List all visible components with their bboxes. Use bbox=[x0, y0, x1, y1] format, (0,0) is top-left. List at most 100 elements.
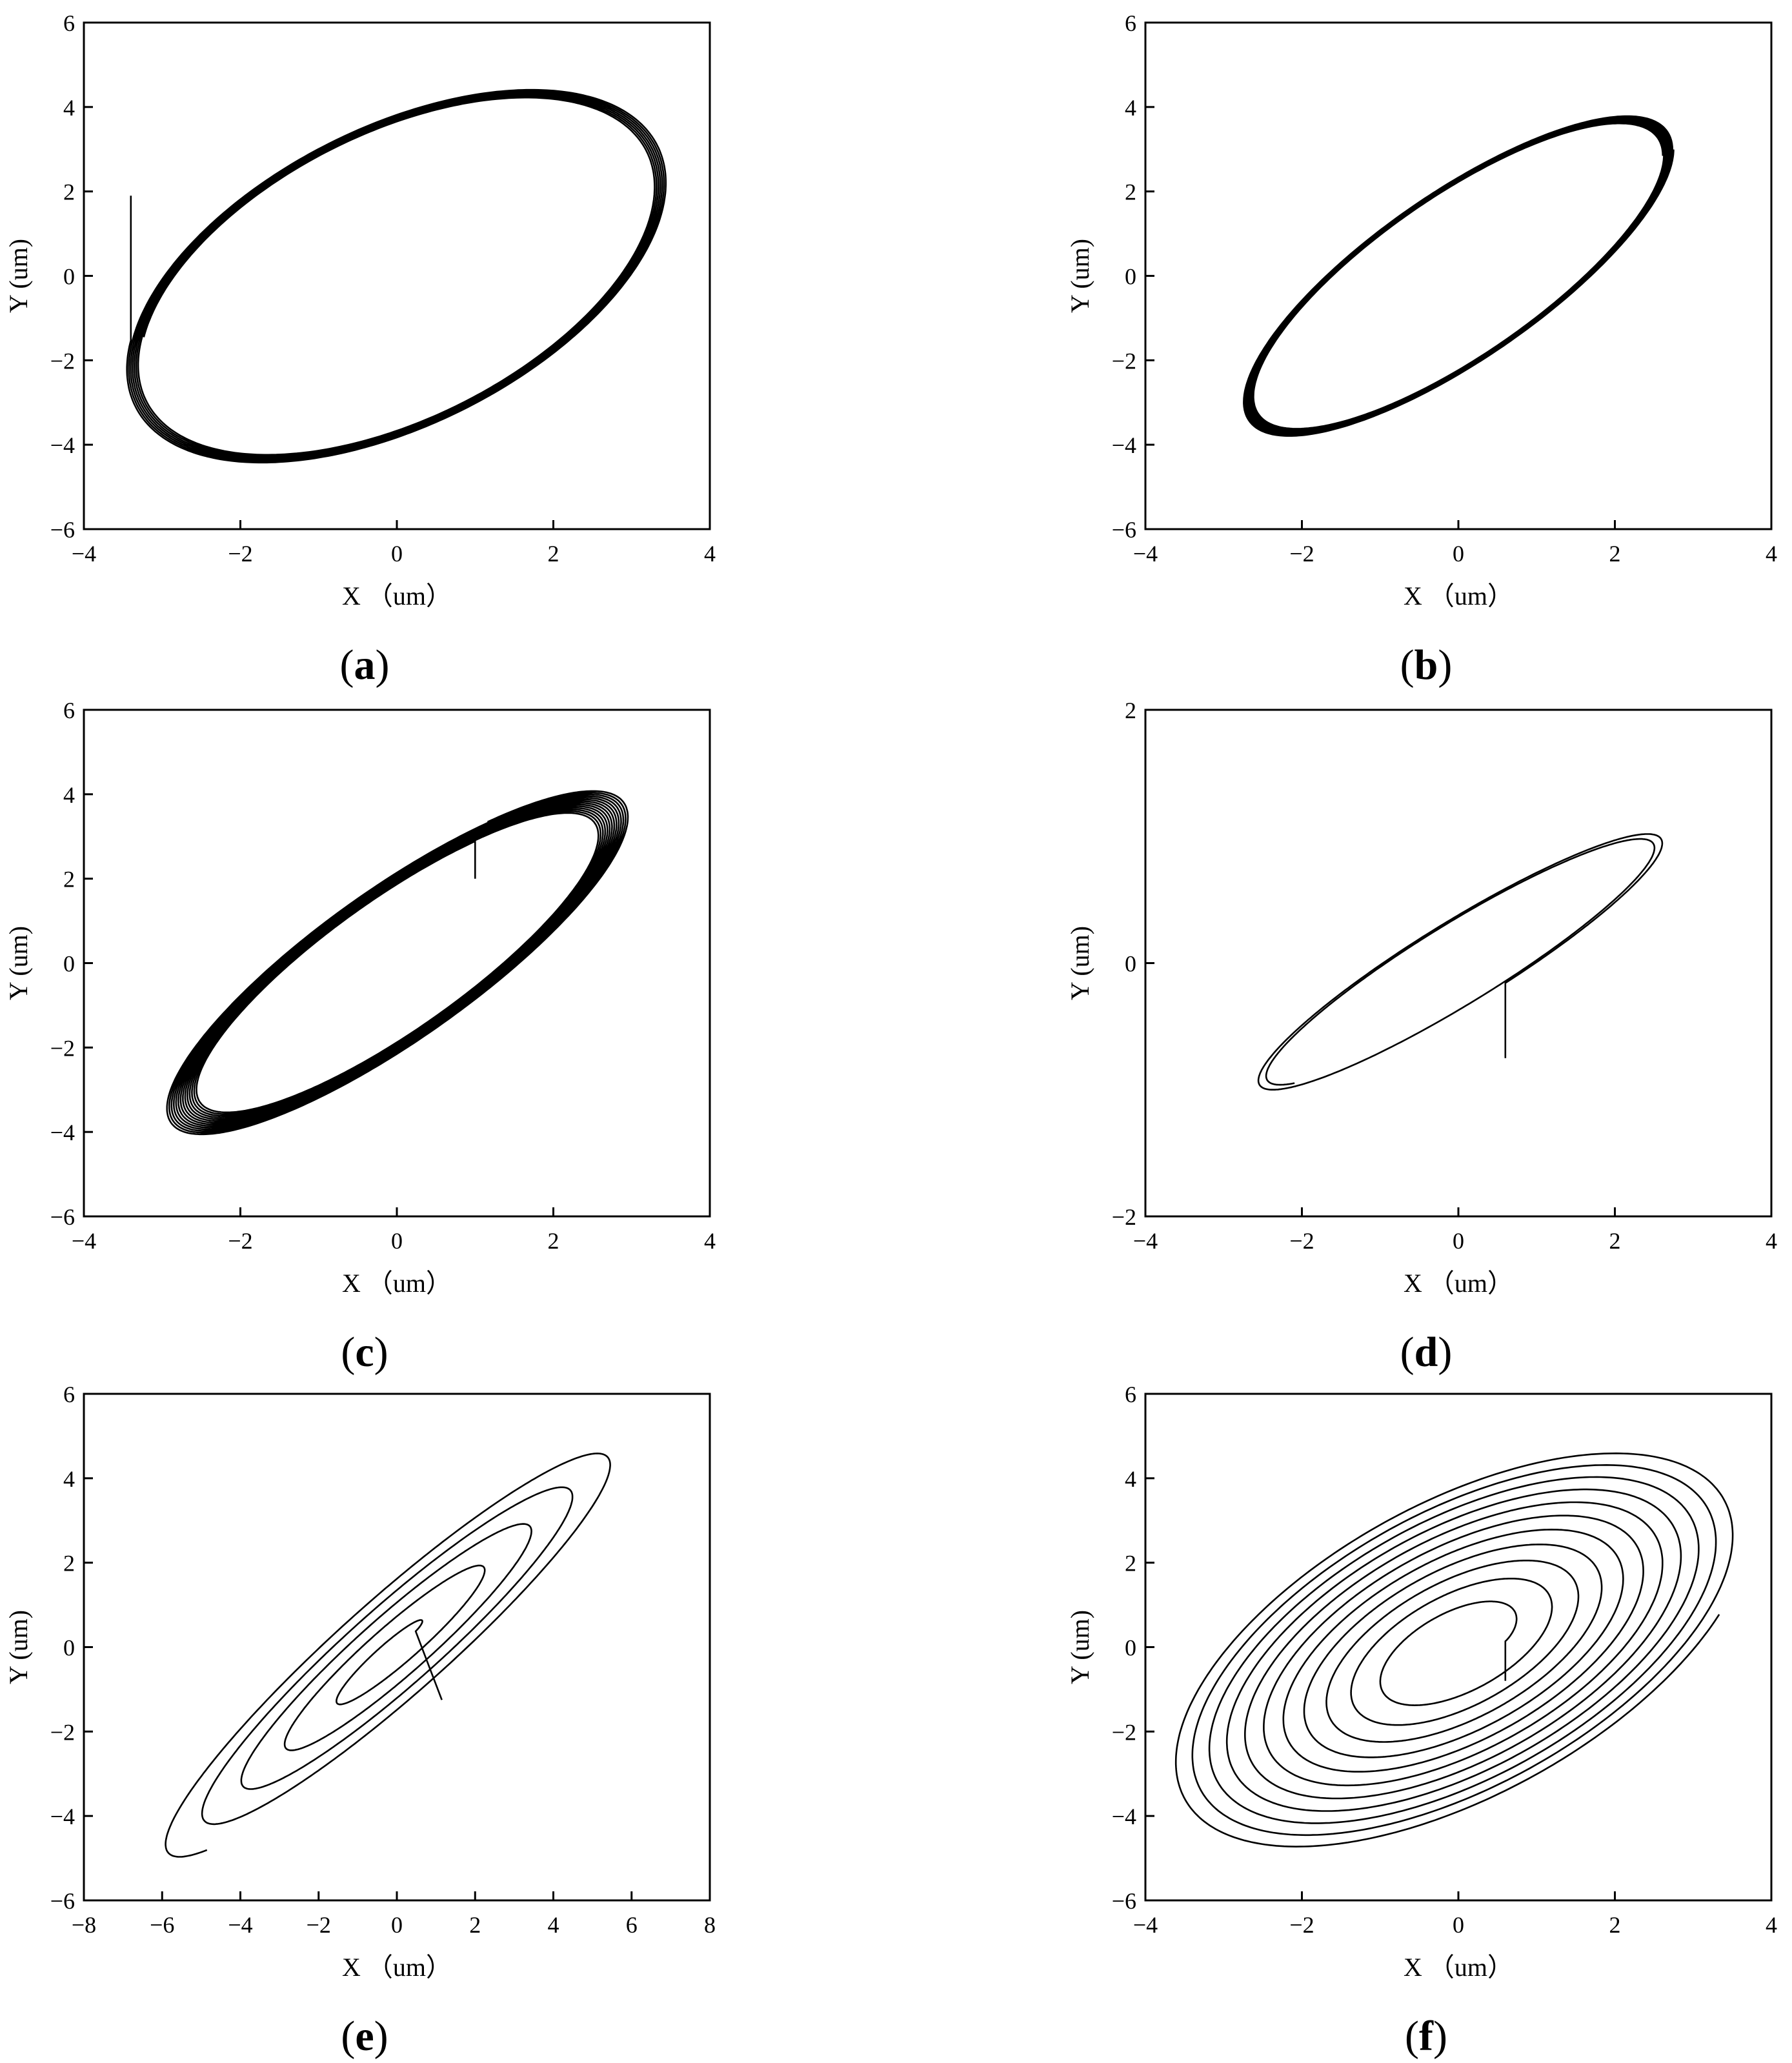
y-tick-label: −6 bbox=[50, 517, 75, 543]
x-tick-label: 4 bbox=[548, 1912, 559, 1938]
plot-frame bbox=[83, 21, 711, 530]
x-tick-label: 2 bbox=[1609, 1228, 1621, 1254]
x-tick-label: −4 bbox=[72, 1228, 96, 1254]
x-tick-label: −4 bbox=[72, 541, 96, 567]
x-tick-label: 2 bbox=[548, 541, 559, 567]
y-tick-label: 4 bbox=[63, 1466, 75, 1492]
y-tick-label: −2 bbox=[50, 348, 75, 374]
trajectory-line bbox=[1174, 1452, 1734, 1847]
y-tick-label: −2 bbox=[50, 1035, 75, 1061]
panel-label: (b) bbox=[1400, 641, 1453, 689]
y-tick-label: 2 bbox=[63, 1551, 75, 1576]
panel-label: (f) bbox=[1405, 2013, 1447, 2060]
x-tick-label: 4 bbox=[1766, 541, 1777, 567]
y-tick-label: 2 bbox=[63, 867, 75, 892]
y-tick-label: −2 bbox=[50, 1719, 75, 1745]
y-tick-label: 4 bbox=[63, 95, 75, 121]
panel-label: (a) bbox=[340, 641, 390, 689]
x-axis-label: X （um） bbox=[342, 581, 452, 610]
y-tick-label: 6 bbox=[1125, 10, 1136, 36]
x-tick-label: −6 bbox=[150, 1912, 174, 1938]
y-tick-label: −4 bbox=[1112, 1804, 1136, 1829]
y-tick-label: 4 bbox=[1125, 95, 1136, 121]
x-tick-label: 4 bbox=[704, 541, 716, 567]
y-axis-label: Y (um) bbox=[4, 239, 33, 313]
x-tick-label: −8 bbox=[72, 1912, 96, 1938]
y-tick-label: 0 bbox=[1125, 951, 1136, 977]
plot-frame bbox=[83, 1393, 711, 1902]
y-tick-label: 0 bbox=[63, 264, 75, 290]
y-tick-label: −4 bbox=[50, 1804, 75, 1829]
y-tick-label: 2 bbox=[1125, 1551, 1136, 1576]
y-axis-label: Y (um) bbox=[1065, 1610, 1094, 1684]
y-tick-label: 2 bbox=[63, 179, 75, 205]
y-tick-label: −2 bbox=[1112, 1719, 1136, 1745]
x-tick-label: 2 bbox=[469, 1912, 481, 1938]
trajectory-line bbox=[126, 88, 667, 464]
y-tick-label: 4 bbox=[1125, 1466, 1136, 1492]
x-tick-label: −2 bbox=[228, 1228, 252, 1254]
y-tick-label: −4 bbox=[1112, 432, 1136, 458]
x-tick-label: 4 bbox=[704, 1228, 716, 1254]
y-axis-label: Y (um) bbox=[1065, 239, 1094, 313]
y-tick-label: 6 bbox=[63, 10, 75, 36]
y-tick-label: 2 bbox=[1125, 698, 1136, 723]
plot-frame bbox=[83, 709, 711, 1218]
x-tick-label: 4 bbox=[1766, 1912, 1777, 1938]
x-tick-label: 0 bbox=[1453, 1912, 1464, 1938]
panel-label: (d) bbox=[1400, 1329, 1453, 1376]
y-tick-label: −2 bbox=[1112, 348, 1136, 374]
plot-frame bbox=[1144, 709, 1773, 1218]
trajectory-line bbox=[166, 790, 629, 1136]
x-tick-label: 0 bbox=[391, 541, 403, 567]
plot-frame bbox=[1144, 21, 1773, 530]
y-axis-label: Y (um) bbox=[4, 926, 33, 1000]
y-axis-label: Y (um) bbox=[1065, 926, 1094, 1000]
y-tick-label: 0 bbox=[63, 1635, 75, 1661]
x-tick-label: 4 bbox=[1766, 1228, 1777, 1254]
x-tick-label: −2 bbox=[1289, 541, 1314, 567]
y-tick-label: −6 bbox=[1112, 517, 1136, 543]
x-axis-label: X （um） bbox=[1404, 1953, 1513, 1982]
x-tick-label: −2 bbox=[307, 1912, 331, 1938]
plot-frame bbox=[1144, 1393, 1773, 1902]
x-tick-label: 0 bbox=[391, 1228, 403, 1254]
y-tick-label: −6 bbox=[1112, 1888, 1136, 1914]
x-tick-label: −2 bbox=[1289, 1912, 1314, 1938]
trajectory-line bbox=[1257, 833, 1664, 1091]
x-tick-label: −2 bbox=[228, 541, 252, 567]
x-tick-label: −4 bbox=[228, 1912, 252, 1938]
x-tick-label: 2 bbox=[1609, 1912, 1621, 1938]
y-axis-label: Y (um) bbox=[4, 1610, 33, 1684]
x-axis-label: X （um） bbox=[1404, 1269, 1513, 1298]
x-axis-label: X （um） bbox=[1404, 581, 1513, 610]
x-tick-label: −4 bbox=[1133, 1228, 1158, 1254]
y-tick-label: −2 bbox=[1112, 1204, 1136, 1230]
x-tick-label: −4 bbox=[1133, 1912, 1158, 1938]
y-tick-label: −6 bbox=[50, 1204, 75, 1230]
y-tick-label: 0 bbox=[1125, 1635, 1136, 1661]
y-tick-label: 0 bbox=[1125, 264, 1136, 290]
x-tick-label: 2 bbox=[548, 1228, 559, 1254]
y-tick-label: −4 bbox=[50, 1120, 75, 1145]
trajectory-line bbox=[1243, 115, 1675, 437]
trajectory-line bbox=[165, 1453, 611, 1858]
panel-label: (e) bbox=[341, 2013, 388, 2060]
y-tick-label: 0 bbox=[63, 951, 75, 977]
y-tick-label: 2 bbox=[1125, 179, 1136, 205]
x-axis-label: X （um） bbox=[342, 1269, 452, 1298]
x-tick-label: −2 bbox=[1289, 1228, 1314, 1254]
panel-label: (c) bbox=[341, 1329, 388, 1376]
y-tick-label: 6 bbox=[63, 698, 75, 723]
x-axis-label: X （um） bbox=[342, 1953, 452, 1982]
y-tick-label: −4 bbox=[50, 432, 75, 458]
x-tick-label: 0 bbox=[391, 1912, 403, 1938]
x-tick-label: 2 bbox=[1609, 541, 1621, 567]
